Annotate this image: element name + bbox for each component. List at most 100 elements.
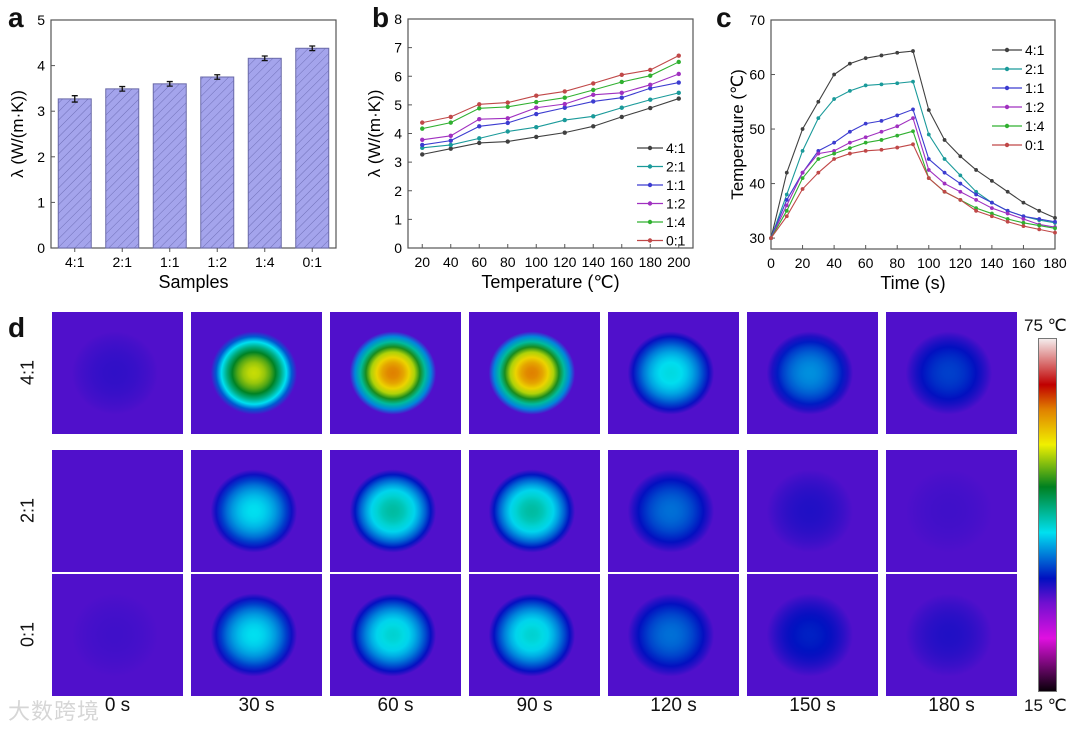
data-point-2:1 — [784, 192, 789, 197]
data-point-0:1 — [800, 187, 805, 191]
data-point-0:1 — [619, 72, 624, 78]
row-label-4:1: 4:1 — [17, 359, 38, 386]
panel-label-a: a — [8, 2, 24, 33]
x-tick-label: 200 — [667, 254, 691, 270]
data-point-1:2 — [676, 71, 681, 77]
data-point-1:2 — [1021, 217, 1026, 221]
data-point-4:1 — [534, 134, 539, 140]
data-point-2:1 — [832, 97, 837, 101]
legend-marker-4:1 — [1004, 47, 1010, 53]
y-tick-label: 40 — [749, 176, 765, 192]
data-point-1:4 — [879, 138, 884, 142]
data-point-1:4 — [911, 129, 915, 134]
series-line-0:1 — [422, 55, 679, 124]
data-point-1:1 — [847, 129, 852, 134]
data-point-2:1 — [534, 125, 539, 130]
y-tick-label: 4 — [37, 58, 45, 74]
data-point-4:1 — [847, 61, 852, 66]
data-point-0:1 — [1037, 227, 1042, 232]
x-tick-label: 80 — [500, 254, 516, 270]
data-point-1:1 — [534, 111, 539, 117]
series-line-1:4 — [770, 130, 1056, 239]
data-point-1:2 — [477, 116, 482, 122]
panel-label-d: d — [8, 312, 26, 343]
y-tick-label: 5 — [394, 97, 402, 113]
legend-label-0:1: 0:1 — [1025, 137, 1045, 153]
data-point-1:4 — [863, 140, 868, 145]
data-point-1:4 — [676, 59, 681, 65]
data-point-1:1 — [505, 120, 510, 126]
y-tick-label: 1 — [394, 211, 402, 227]
bar-2:1 — [105, 88, 140, 249]
data-point-2:1 — [448, 142, 453, 148]
y-tick-label: 7 — [394, 40, 402, 56]
data-point-2:1 — [648, 97, 653, 102]
data-point-1:4 — [505, 104, 510, 110]
data-point-2:1 — [505, 129, 510, 134]
bar-1:4 — [247, 57, 282, 249]
time-label: 120 s — [650, 695, 697, 716]
legend-marker-2:1 — [1004, 66, 1010, 72]
data-point-0:1 — [863, 148, 868, 153]
x-tick-label: 4:1 — [65, 254, 85, 270]
data-point-1:4 — [1053, 226, 1057, 231]
thermal-image-4:1-60s — [330, 312, 461, 434]
time-label: 90 s — [516, 695, 553, 716]
bar-chart-a-frame — [50, 19, 337, 249]
series-line-2:1 — [422, 92, 679, 149]
legend-label-1:4: 1:4 — [1025, 118, 1045, 134]
row-label-0:1: 0:1 — [17, 621, 38, 648]
data-point-0:1 — [1053, 230, 1057, 235]
x-tick-label: 140 — [980, 255, 1004, 271]
legend-label-4:1: 4:1 — [1025, 42, 1045, 58]
legend-label-1:2: 1:2 — [666, 196, 686, 212]
legend-marker-1:1 — [647, 182, 653, 188]
data-point-0:1 — [676, 53, 681, 58]
x-tick-label: 100 — [525, 254, 549, 270]
data-point-2:1 — [847, 88, 852, 93]
y-tick-label: 2 — [37, 149, 45, 165]
data-point-0:1 — [505, 100, 510, 105]
data-point-4:1 — [420, 152, 425, 157]
data-point-1:2 — [448, 133, 453, 138]
colorbar-min-label: 15 ℃ — [1024, 696, 1067, 715]
time-label: 60 s — [377, 695, 414, 716]
data-point-2:1 — [562, 117, 567, 123]
legend-label-1:1: 1:1 — [1025, 80, 1045, 96]
data-point-4:1 — [1005, 189, 1010, 194]
y-tick-label: 2 — [394, 183, 402, 199]
line-chart-2-frame — [770, 19, 1056, 250]
data-point-0:1 — [989, 214, 994, 219]
legend-label-4:1: 4:1 — [666, 140, 686, 156]
data-point-1:1 — [420, 142, 425, 148]
data-point-2:1 — [591, 114, 596, 119]
data-point-0:1 — [591, 81, 596, 86]
data-point-1:2 — [1005, 211, 1010, 216]
data-point-1:1 — [895, 113, 900, 118]
data-point-0:1 — [1005, 219, 1010, 224]
error-bar — [261, 55, 268, 62]
series-line-0:1 — [770, 143, 1056, 239]
row-label-2:1: 2:1 — [17, 497, 38, 524]
data-point-1:4 — [974, 206, 979, 211]
data-point-0:1 — [648, 67, 653, 73]
data-point-4:1 — [448, 146, 453, 151]
y-tick-label: 60 — [749, 67, 765, 83]
data-point-4:1 — [648, 105, 653, 111]
data-point-2:1 — [800, 148, 805, 153]
data-point-4:1 — [505, 139, 510, 144]
x-tick-label: 2:1 — [113, 254, 133, 270]
data-point-1:2 — [784, 203, 789, 208]
legend-label-1:2: 1:2 — [1025, 99, 1045, 115]
data-point-1:4 — [534, 99, 539, 105]
bar-1:1 — [152, 83, 187, 249]
data-point-4:1 — [1053, 216, 1057, 220]
data-point-1:1 — [879, 118, 884, 123]
data-point-1:1 — [832, 140, 837, 145]
data-point-1:2 — [974, 198, 979, 202]
data-point-2:1 — [879, 82, 884, 87]
data-point-2:1 — [926, 132, 931, 137]
